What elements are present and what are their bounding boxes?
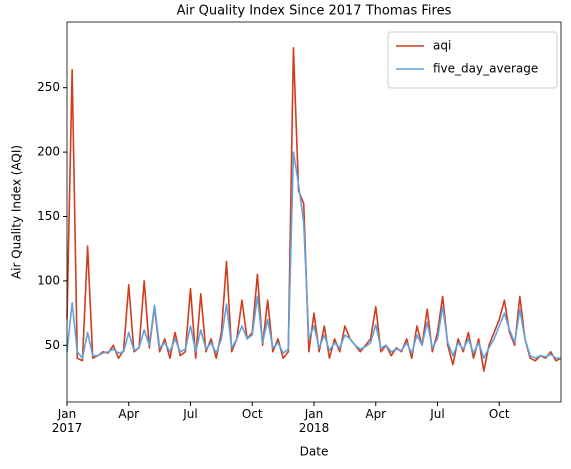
x-tick-label: Oct [241,407,263,421]
x-tick-label: Jul [430,407,445,421]
x-tick-label: Oct [488,407,510,421]
y-tick-label: 50 [45,338,60,352]
legend-label: five_day_average [433,62,538,76]
series-line [66,151,561,359]
x-tick-label: Apr [118,407,140,421]
legend-label: aqi [433,39,451,53]
y-axis-label: Air Quality Index (AQI) [10,145,24,279]
y-tick-label: 100 [37,273,60,287]
x-tick-label: Jan 2017 [51,407,83,435]
x-tick-label: Jul [183,407,198,421]
y-tick-label: 150 [37,209,60,223]
x-tick-label: Apr [365,407,387,421]
chart-title: Air Quality Index Since 2017 Thomas Fire… [177,4,452,19]
y-tick-label: 200 [37,145,60,159]
legend-box [387,31,558,89]
y-tick-label: 250 [37,80,60,94]
series-line [66,46,562,372]
x-axis-label: Date [300,445,329,459]
x-tick-label: Jan 2018 [298,407,330,435]
plot-frame [66,21,562,403]
